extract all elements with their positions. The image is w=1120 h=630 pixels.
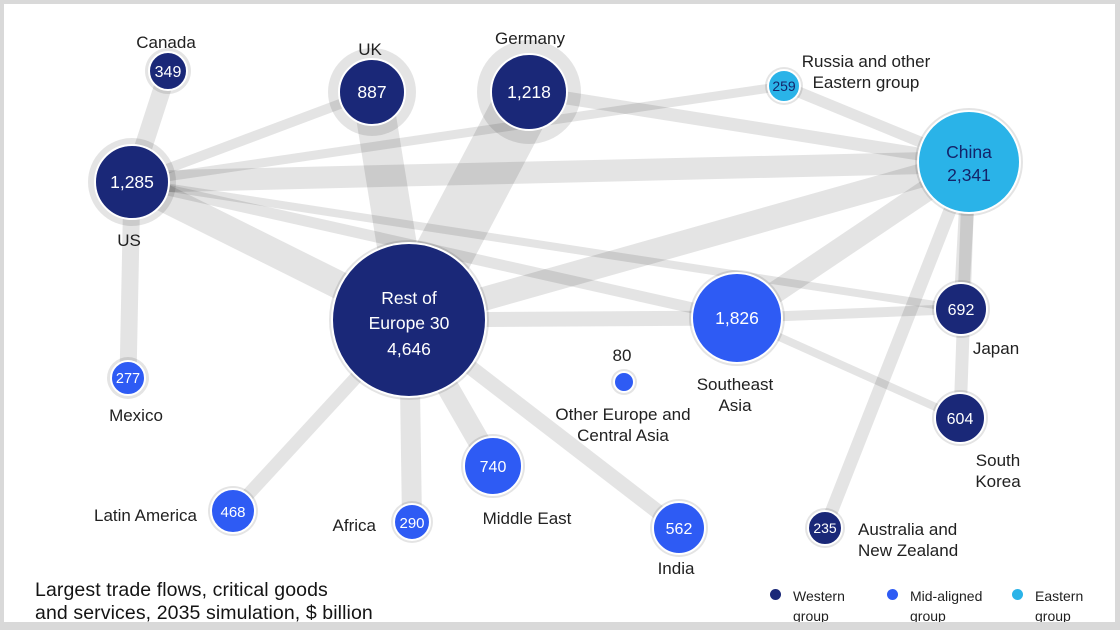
chart-title-line1: Largest trade flows, critical goods bbox=[35, 579, 328, 601]
canada-label: Canada bbox=[136, 33, 196, 52]
roe-label-1: Rest of bbox=[381, 288, 437, 308]
flow-band-roe-china bbox=[397, 150, 981, 332]
node-uk[interactable] bbox=[338, 58, 406, 126]
anz-label-2: New Zealand bbox=[858, 541, 958, 560]
germany-label: Germany bbox=[495, 29, 565, 48]
seasia-label-2: Asia bbox=[718, 396, 752, 415]
canada-value: 349 bbox=[155, 64, 182, 81]
node-china[interactable] bbox=[917, 110, 1021, 214]
node-latam[interactable] bbox=[210, 488, 256, 534]
india-label: India bbox=[658, 559, 695, 578]
uk-label: UK bbox=[358, 40, 382, 59]
node-japan[interactable] bbox=[934, 282, 988, 336]
node-roe[interactable] bbox=[331, 242, 487, 398]
russia-value: 259 bbox=[772, 78, 796, 94]
us-value: 1,285 bbox=[110, 172, 154, 192]
africa-value: 290 bbox=[399, 515, 424, 532]
latam-label: Latin America bbox=[94, 506, 198, 525]
us-label: US bbox=[117, 231, 141, 250]
skorea-value: 604 bbox=[947, 411, 974, 428]
japan-value: 692 bbox=[948, 302, 975, 319]
chart-title-line2: and services, 2035 simulation, $ billion bbox=[35, 602, 373, 624]
mexico-value: 277 bbox=[116, 371, 140, 387]
oeca-label-1: Other Europe and bbox=[555, 405, 690, 424]
node-anz[interactable] bbox=[807, 510, 843, 546]
node-skorea[interactable] bbox=[934, 392, 986, 444]
node-mideast[interactable] bbox=[463, 436, 523, 496]
node-oeca[interactable] bbox=[613, 371, 635, 393]
japan-label: Japan bbox=[973, 339, 1019, 358]
china-value: 2,341 bbox=[947, 165, 991, 185]
china-label: China bbox=[946, 142, 992, 162]
flow-band-us-russia bbox=[127, 81, 789, 187]
africa-label: Africa bbox=[333, 516, 377, 535]
anz-value: 235 bbox=[813, 520, 837, 536]
latam-value: 468 bbox=[220, 504, 245, 521]
seasia-value: 1,826 bbox=[715, 308, 759, 328]
russia-label-2: Eastern group bbox=[813, 73, 920, 92]
germany-value: 1,218 bbox=[507, 82, 551, 102]
node-seasia[interactable] bbox=[691, 272, 783, 364]
node-africa[interactable] bbox=[393, 503, 431, 541]
node-germany[interactable] bbox=[490, 53, 568, 131]
node-mexico[interactable] bbox=[110, 360, 146, 396]
node-india[interactable] bbox=[652, 501, 706, 555]
skorea-label-1: South bbox=[976, 451, 1020, 470]
mexico-label: Mexico bbox=[109, 406, 163, 425]
skorea-label-2: Korea bbox=[975, 472, 1021, 491]
russia-label-1: Russia and other bbox=[802, 52, 931, 71]
node-us[interactable] bbox=[94, 144, 170, 220]
flow-band-china-anz bbox=[818, 155, 976, 535]
roe-value: 4,646 bbox=[387, 339, 431, 359]
seasia-label-1: Southeast bbox=[697, 375, 774, 394]
india-value: 562 bbox=[666, 521, 693, 538]
chart-title: Largest trade flows, critical goods and … bbox=[35, 579, 373, 625]
anz-label-1: Australia and bbox=[858, 520, 957, 539]
node-russia[interactable] bbox=[767, 69, 801, 103]
mideast-value: 740 bbox=[480, 459, 507, 476]
uk-value: 887 bbox=[357, 82, 386, 102]
mideast-label: Middle East bbox=[483, 509, 572, 528]
flow-band-us-china bbox=[121, 151, 980, 193]
flow-band-us-japan bbox=[128, 178, 965, 313]
node-canada[interactable] bbox=[148, 51, 188, 91]
oeca-value: 80 bbox=[613, 346, 632, 365]
oeca-label-2: Central Asia bbox=[577, 426, 669, 445]
flow-band-us-uk bbox=[127, 87, 377, 187]
flow-band-germany-china bbox=[522, 85, 976, 169]
roe-label-2: Europe 30 bbox=[369, 313, 450, 333]
